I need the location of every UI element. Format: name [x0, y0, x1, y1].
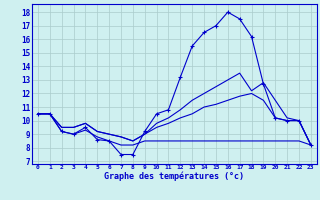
X-axis label: Graphe des températures (°c): Graphe des températures (°c): [104, 172, 244, 181]
